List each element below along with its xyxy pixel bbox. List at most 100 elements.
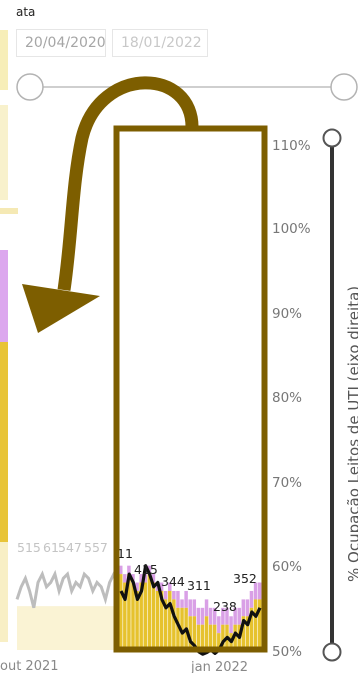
bar-purple [196, 607, 201, 625]
occupancy-line [119, 564, 262, 656]
bar-yellow [253, 599, 258, 650]
x-tick-label-out-2021: out 2021 [0, 659, 59, 673]
bar-purple [172, 590, 176, 600]
bar-purple [225, 607, 229, 625]
panel-divider [0, 208, 18, 214]
bar-yellow [208, 624, 213, 650]
bar-purple [241, 599, 246, 617]
bar-yellow [168, 590, 172, 650]
curved-arrow-annotation [22, 76, 199, 333]
faded-data-label: 557 [84, 540, 108, 555]
data-label: 311 [187, 578, 211, 593]
bar-yellow [143, 582, 147, 650]
bar-yellow [163, 599, 168, 650]
bar-purple [168, 582, 172, 591]
bar-purple [159, 582, 164, 591]
bar-purple [245, 599, 250, 617]
date-range-end-handle[interactable] [330, 73, 358, 101]
bar-yellow [123, 582, 127, 650]
y2-tick-70: 70% [272, 475, 302, 491]
bar-purple [180, 599, 184, 608]
y2-tick-60: 60% [272, 559, 302, 575]
bar-purple [163, 590, 168, 600]
bar-purple [212, 607, 217, 625]
bar-purple [229, 616, 233, 634]
data-label: 344 [161, 574, 185, 589]
faded-series-layer: 515 61 547 557 [15, 540, 120, 650]
arrow-head [22, 284, 100, 333]
y-zoom-bottom-handle[interactable] [322, 642, 342, 662]
bar-purple [253, 582, 258, 600]
bar-purple [135, 582, 139, 591]
bar-purple [188, 599, 192, 617]
bar-yellow [200, 624, 205, 650]
bar-yellow [135, 590, 139, 650]
bar-purple [139, 574, 143, 583]
bar-purple [119, 565, 123, 575]
bar-purple [249, 590, 254, 608]
bar-purple [217, 616, 221, 634]
bar-yellow [217, 633, 221, 650]
bar-yellow [139, 582, 143, 650]
bar-purple [221, 607, 225, 625]
y2-tick-100: 100% [272, 221, 311, 237]
bar-yellow [257, 599, 262, 650]
y2-tick-80: 80% [272, 390, 302, 406]
y2-tick-50: 50% [272, 644, 302, 660]
bar-purple [257, 582, 262, 600]
stacked-bar-purple [0, 250, 8, 342]
x-tick-label-jan-2022: jan 2022 [190, 660, 248, 673]
bar-yellow [155, 590, 160, 650]
bar-purple [184, 590, 188, 608]
faded-data-label: 547 [58, 540, 82, 555]
date-slicer-label: ata [16, 5, 36, 19]
bar-purple [204, 599, 209, 617]
bar-yellow [151, 582, 156, 650]
y-zoom-top-handle[interactable] [322, 128, 342, 148]
bar-purple [151, 574, 156, 583]
faded-bar-area [17, 606, 118, 650]
bar-yellow [221, 624, 225, 650]
bar-yellow [212, 624, 217, 650]
bar-yellow [204, 616, 209, 650]
y2-tick-90: 90% [272, 306, 302, 322]
bar-yellow [172, 599, 176, 650]
stacked-bar-yellow [0, 342, 8, 542]
data-label: 11 [117, 546, 133, 561]
bar-purple [200, 607, 205, 625]
bar-yellow [119, 574, 123, 650]
bar-purple [192, 599, 197, 617]
panel-sliver-mid [0, 105, 8, 200]
bar-yellow [147, 574, 152, 650]
bar-yellow [241, 616, 246, 650]
bar-purple [237, 607, 241, 625]
faded-occupancy-line [15, 569, 120, 609]
bar-yellow [196, 624, 201, 650]
bar-purple [233, 607, 237, 625]
end-date-input[interactable]: 18/01/2022 [112, 29, 208, 57]
y2-tick-110: 110% [272, 138, 311, 154]
faded-data-label: 515 [17, 540, 41, 555]
data-label: 352 [233, 571, 257, 586]
bar-purple [127, 565, 131, 575]
bar-purple [208, 607, 213, 625]
bar-yellow [176, 607, 180, 650]
bar-yellow [131, 582, 135, 650]
bar-yellow [127, 574, 131, 650]
bar-yellow [188, 616, 192, 650]
bar-yellow [192, 616, 197, 650]
bar-purple [176, 590, 180, 608]
faded-data-label: 61 [43, 540, 59, 555]
data-label: 415 [134, 562, 158, 577]
arrow-shaft [57, 76, 199, 291]
start-date-input[interactable]: 20/04/2020 [16, 29, 106, 57]
bar-yellow [245, 616, 250, 650]
panel-sliver-bottom [0, 542, 8, 642]
right-axis-ticks: 110% 100% 90% 80% 70% 60% 50% [272, 138, 311, 660]
data-label: 238 [213, 599, 237, 614]
panel-sliver-top [0, 30, 8, 90]
date-range-start-handle[interactable] [16, 73, 44, 101]
